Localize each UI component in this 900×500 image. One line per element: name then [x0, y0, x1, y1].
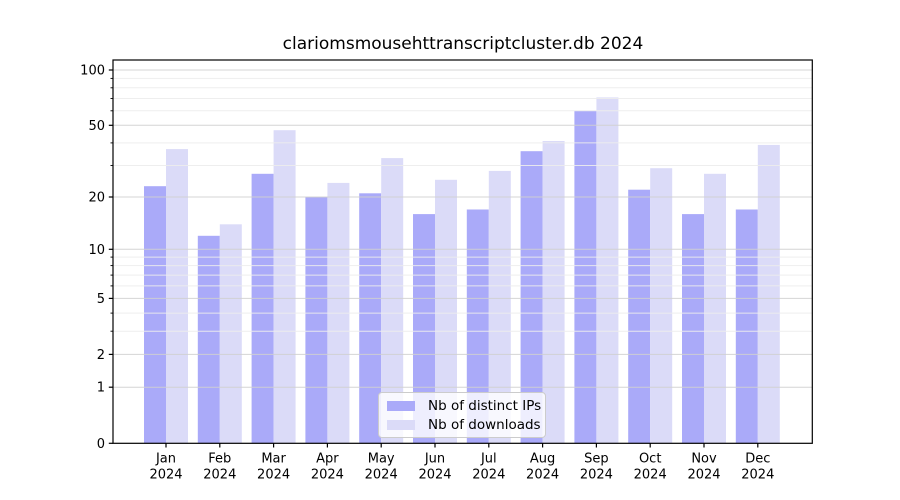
bar-ips-dec [735, 209, 758, 444]
x-tick-label: Nov 2024 [687, 451, 720, 482]
x-tick-label: Jan 2024 [149, 451, 182, 482]
bar-ips-oct [628, 189, 651, 444]
bar-downloads-aug [542, 141, 565, 444]
bar-ips-feb [197, 235, 220, 444]
bar-ips-nov [682, 214, 704, 444]
legend-item-distinct-ips: Nb of distinct IPs [387, 396, 541, 415]
bar-downloads-feb [219, 224, 242, 444]
bar-downloads-jan [166, 149, 188, 444]
x-tick-label: Aug 2024 [526, 451, 559, 482]
y-tick-label: 10 [88, 243, 105, 258]
chart-title: clariomsmousehttranscriptcluster.db 2024 [282, 34, 644, 54]
bar-ips-aug [520, 151, 543, 444]
y-tick-label: 5 [97, 292, 105, 307]
y-tick-label: 20 [88, 191, 105, 206]
legend-swatch-downloads [387, 419, 415, 430]
y-tick-label: 0 [97, 437, 105, 452]
plot-frame [112, 59, 813, 444]
x-tick-label: Feb 2024 [203, 451, 236, 482]
bar-ips-jan [144, 186, 166, 444]
bar-downloads-jul [488, 170, 511, 444]
bar-downloads-oct [650, 168, 673, 444]
bar-ips-apr [305, 197, 328, 444]
bar-downloads-mar [273, 130, 296, 444]
bar-downloads-dec [757, 144, 780, 444]
y-tick-label: 2 [97, 348, 105, 363]
bar-ips-jun [413, 214, 435, 444]
bar-downloads-jun [435, 179, 457, 444]
y-tick-label: 1 [97, 381, 105, 396]
x-tick-label: Jul 2024 [472, 451, 505, 482]
x-tick-label: Sep 2024 [580, 451, 613, 482]
x-tick-label: Oct 2024 [634, 451, 667, 482]
legend-label-distinct-ips: Nb of distinct IPs [428, 397, 542, 414]
x-tick-label: Apr 2024 [311, 451, 344, 482]
x-tick-label: Mar 2024 [257, 451, 290, 482]
bar-downloads-sep [596, 97, 619, 444]
x-tick-label: Jun 2024 [418, 451, 451, 482]
bar-ips-mar [251, 173, 274, 444]
bar-ips-sep [574, 110, 597, 444]
y-tick-label: 50 [88, 119, 105, 134]
bar-downloads-nov [704, 173, 726, 444]
legend: Nb of distinct IPs Nb of downloads [378, 392, 546, 438]
x-tick-label: May 2024 [365, 451, 398, 482]
legend-item-downloads: Nb of downloads [387, 415, 541, 434]
bar-ips-jul [466, 209, 489, 444]
y-tick-label: 100 [80, 64, 105, 79]
legend-label-downloads: Nb of downloads [428, 416, 541, 433]
bar-downloads-may [381, 158, 404, 444]
legend-swatch-distinct-ips [387, 400, 415, 411]
x-tick-label: Dec 2024 [741, 451, 774, 482]
bar-ips-may [359, 193, 382, 444]
